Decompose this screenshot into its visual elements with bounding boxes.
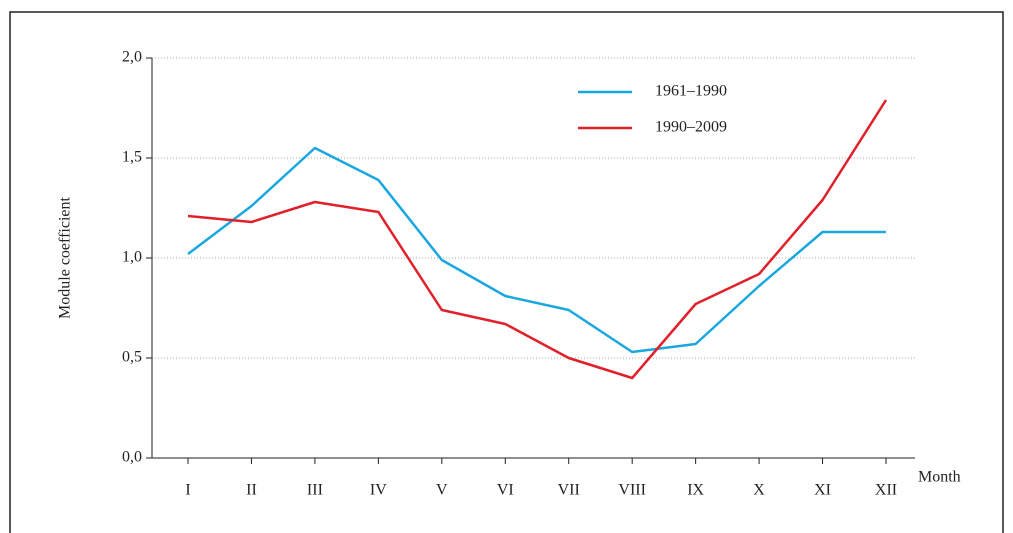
y-tick-label: 1,0: [122, 249, 142, 266]
y-tick-label: 1,5: [122, 149, 142, 166]
x-tick-label: I: [185, 482, 190, 499]
x-axis-label: Month: [918, 469, 961, 486]
x-tick-label: III: [307, 482, 323, 499]
x-tick-label: VIII: [618, 482, 646, 499]
frame: [9, 11, 1004, 533]
y-tick-label: 0,5: [122, 349, 142, 366]
x-tick-label: XI: [814, 482, 831, 499]
x-tick-label: IX: [687, 482, 704, 499]
x-tick-label: V: [436, 482, 448, 499]
x-tick-label: II: [246, 482, 257, 499]
x-tick-label: VI: [497, 482, 514, 499]
y-tick-label: 0,0: [122, 449, 142, 466]
legend-label: 1961–1990: [655, 83, 727, 100]
y-tick-label: 2,0: [122, 49, 142, 66]
x-tick-label: VII: [558, 482, 580, 499]
series-line: [187, 146, 886, 354]
series-line: [187, 99, 888, 380]
legend-label: 1990–2009: [655, 119, 727, 136]
y-axis-label: Module coefficient: [57, 197, 74, 319]
x-tick-label: IV: [370, 482, 387, 499]
x-tick-label: XII: [875, 482, 897, 499]
x-tick-label: X: [753, 482, 765, 499]
